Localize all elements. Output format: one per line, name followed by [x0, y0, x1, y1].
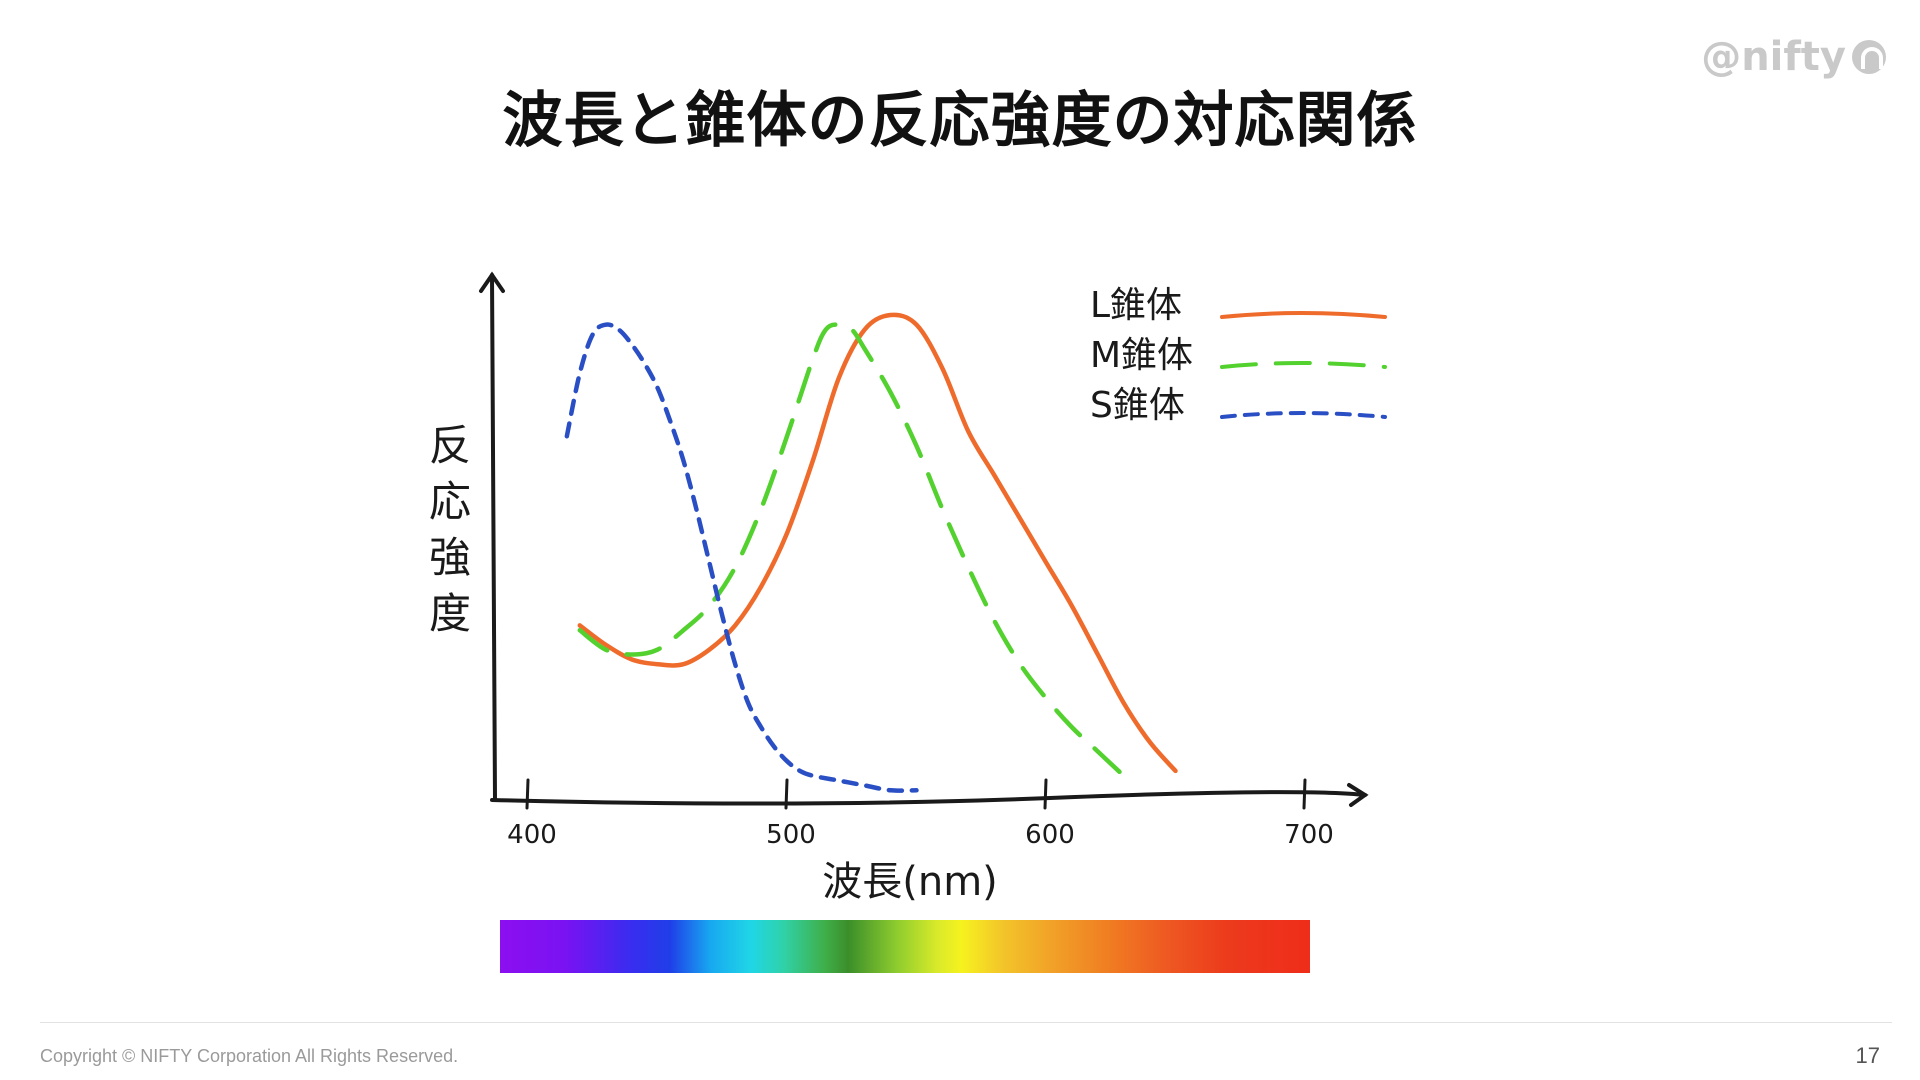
x-tick	[1302, 778, 1307, 810]
x-tick	[784, 778, 789, 810]
nifty-logo: @nifty	[1701, 34, 1886, 80]
x-axis-label: 波長(nm)	[822, 859, 998, 905]
legend-swatch	[1220, 411, 1387, 419]
y-axis-arrow	[479, 271, 505, 293]
x-axis-arrow	[1347, 783, 1369, 807]
visible-spectrum-bar	[500, 920, 1310, 973]
x-tick-label: 500	[766, 820, 816, 850]
page-number: 17	[1855, 1043, 1880, 1068]
legend-label: L錐体	[1090, 285, 1182, 326]
x-tick-label: 700	[1284, 820, 1334, 850]
x-tick-label: 400	[507, 820, 557, 850]
legend-label: M錐体	[1090, 335, 1193, 376]
logo-mark-icon	[1852, 40, 1886, 74]
series-line-0	[577, 312, 1178, 774]
y-axis-label: 反応強度	[429, 421, 471, 638]
footer-divider	[40, 1022, 1892, 1023]
logo-text: @nifty	[1701, 34, 1846, 80]
copyright-text: Copyright © NIFTY Corporation All Rights…	[40, 1046, 459, 1066]
chart-series	[564, 312, 1178, 793]
legend-label: S錐体	[1090, 385, 1185, 426]
x-tick	[525, 778, 530, 810]
x-axis-line	[490, 790, 1367, 806]
legend-swatch	[1220, 311, 1387, 319]
x-tick	[1043, 778, 1048, 810]
series-line-1	[577, 322, 1126, 778]
chart-legend: L錐体 M錐体 S錐体	[1090, 285, 1387, 426]
series-line-2	[564, 322, 919, 793]
legend-swatch	[1220, 361, 1387, 369]
chart-axes: 400 500 600 700	[479, 271, 1369, 850]
slide-title: 波長と錐体の反応強度の対応関係	[502, 86, 1418, 156]
y-axis-line	[490, 273, 497, 802]
x-tick-label: 600	[1025, 820, 1075, 850]
